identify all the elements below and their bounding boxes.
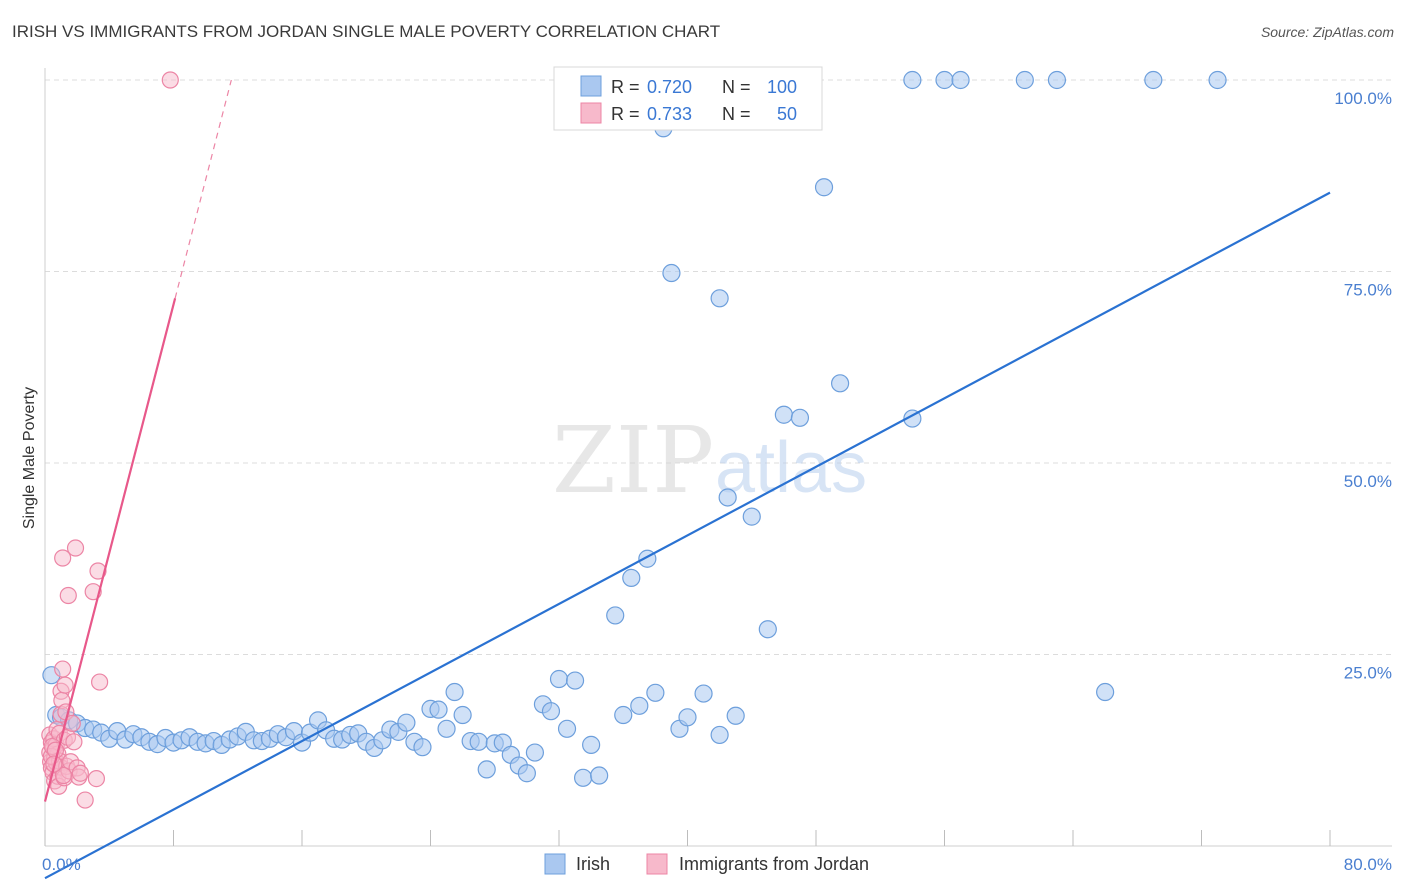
irish-point-54: [469, 732, 488, 751]
top-legend: R = 0.720 N = 100 R = 0.733 N = 50: [553, 66, 823, 131]
jordan-point-38: [71, 764, 89, 782]
irish-point-69: [590, 766, 609, 785]
irish-point-85: [742, 507, 761, 526]
jordan-point-26: [56, 676, 74, 694]
irish-point-88: [790, 408, 810, 427]
irish-point-99: [1208, 70, 1227, 90]
bottom-legend-label-irish: Irish: [576, 854, 610, 874]
watermark-zip: ZIP: [552, 407, 714, 514]
irish-point-90: [830, 374, 850, 393]
legend-n-value-jordan: 50: [777, 104, 797, 124]
jordan-point-41: [87, 769, 106, 788]
irish-point-93: [935, 70, 954, 90]
legend-n-label-jordan: N =: [722, 104, 751, 124]
jordan-point-34: [65, 733, 83, 751]
irish-point-87: [774, 405, 793, 424]
bottom-legend: Irish Immigrants from Jordan: [544, 853, 869, 875]
bottom-legend-swatch-jordan: [646, 853, 668, 875]
legend-r-label-jordan: R =: [611, 104, 640, 124]
irish-point-89: [814, 178, 834, 197]
irish-point-67: [573, 768, 593, 787]
legend-r-value-jordan: 0.733: [647, 104, 692, 124]
legend-n-label-irish: N =: [722, 77, 751, 97]
irish-point-77: [662, 263, 681, 283]
irish-point-52: [453, 705, 472, 725]
bottom-legend-label-jordan: Immigrants from Jordan: [679, 854, 869, 874]
watermark: ZIP atlas: [552, 407, 867, 514]
irish-point-73: [630, 696, 649, 715]
irish-trend-line: [44, 191, 1331, 880]
irish-point-55: [477, 760, 496, 779]
irish-point-96: [1047, 70, 1067, 90]
jordan-point-23: [54, 549, 72, 567]
jordan-point-42: [89, 562, 107, 580]
y-tick-label-3: 100.0%: [1334, 89, 1392, 108]
irish-point-63: [541, 702, 561, 721]
irish-point-84: [726, 706, 745, 725]
x-tick-label-1: 80.0%: [1344, 855, 1392, 874]
irish-point-65: [557, 719, 577, 738]
y-tick-label-1: 50.0%: [1344, 472, 1392, 491]
watermark-atlas: atlas: [715, 428, 867, 508]
irish-point-68: [582, 735, 601, 754]
jordan-points: [41, 71, 179, 809]
irish-point-95: [1015, 70, 1034, 90]
jordan-trend-line: [43, 298, 177, 802]
irish-point-94: [951, 70, 970, 90]
irish-point-45: [397, 713, 416, 732]
legend-n-value-irish: 100: [767, 77, 797, 97]
irish-point-49: [429, 700, 448, 719]
jordan-trend-extension: [174, 79, 232, 299]
irish-point-80: [694, 684, 713, 703]
y-tick-label-0: 25.0%: [1344, 664, 1392, 683]
irish-point-64: [549, 669, 569, 689]
bottom-legend-swatch-irish: [544, 853, 566, 875]
legend-r-value-irish: 0.720: [647, 77, 692, 97]
irish-point-98: [1144, 70, 1163, 90]
trend-lines: [43, 79, 1331, 880]
jordan-point-43: [91, 673, 109, 691]
irish-point-71: [614, 705, 633, 725]
axes: [44, 68, 1392, 847]
x-tick-label-0: 0.0%: [42, 855, 81, 874]
jordan-point-30: [59, 586, 77, 605]
grid-lines: [45, 79, 1392, 655]
legend-r-label-irish: R =: [611, 77, 640, 97]
irish-point-75: [646, 683, 665, 702]
irish-point-92: [903, 70, 922, 90]
irish-point-79: [678, 708, 697, 727]
jordan-point-39: [76, 791, 94, 809]
legend-swatch-irish: [580, 75, 602, 97]
irish-point-81: [710, 289, 729, 308]
jordan-point-35: [66, 539, 85, 557]
irish-point-61: [525, 743, 545, 762]
irish-point-72: [622, 568, 641, 588]
irish-point-66: [565, 671, 585, 690]
irish-point-83: [718, 488, 737, 507]
x-tick-labels: 0.0% 80.0%: [42, 855, 1392, 874]
irish-point-60: [517, 764, 536, 783]
source-label: Source: ZipAtlas.com: [1260, 24, 1394, 40]
irish-point-97: [1096, 682, 1115, 702]
irish-point-51: [445, 682, 464, 702]
jordan-point-22: [54, 660, 72, 678]
irish-point-47: [413, 738, 432, 757]
y-tick-label-2: 75.0%: [1344, 281, 1392, 300]
irish-point-70: [606, 606, 625, 625]
irish-point-50: [437, 719, 456, 738]
y-tick-labels: 25.0% 50.0% 75.0% 100.0%: [1334, 89, 1392, 683]
legend-swatch-jordan: [580, 102, 602, 124]
jordan-point-48: [54, 766, 73, 785]
irish-point-86: [758, 620, 777, 639]
irish-point-82: [710, 725, 729, 745]
y-axis-label: Single Male Poverty: [21, 387, 38, 529]
chart-title: IRISH VS IMMIGRANTS FROM JORDAN SINGLE M…: [12, 22, 721, 41]
jordan-point-44: [161, 71, 179, 89]
